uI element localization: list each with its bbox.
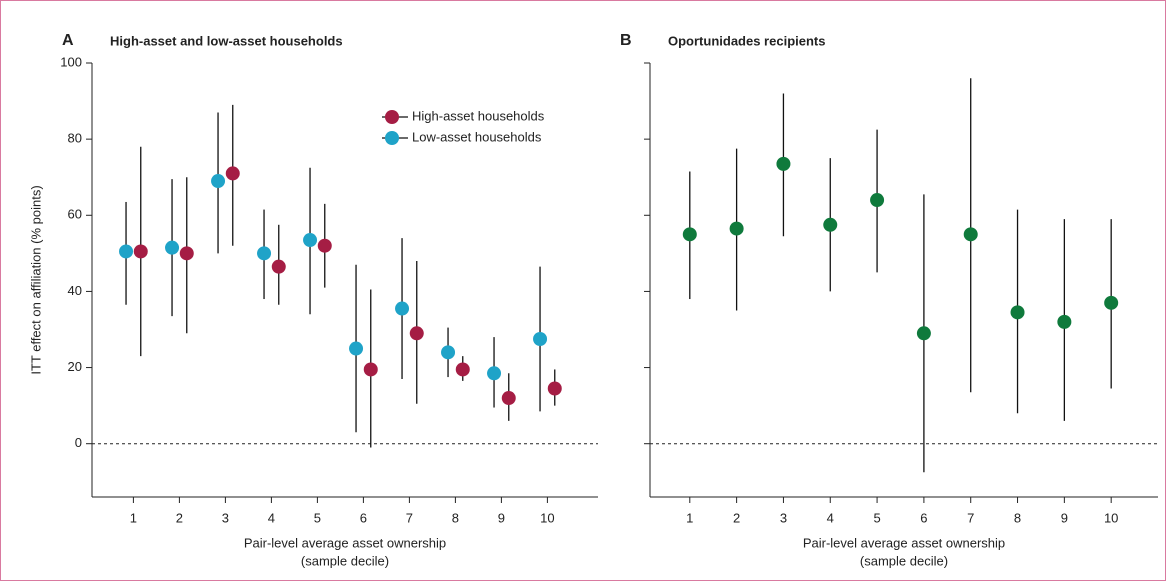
point	[487, 366, 502, 381]
point	[823, 217, 838, 232]
point	[211, 174, 226, 189]
x-tick-label: 1	[130, 510, 137, 525]
legend-label: High-asset households	[412, 108, 545, 123]
x-tick-label: 9	[498, 510, 505, 525]
x-tick-label: 10	[1104, 510, 1118, 525]
x-tick-label: 10	[540, 510, 554, 525]
point	[395, 301, 410, 316]
x-axis-label: (sample decile)	[301, 553, 389, 568]
x-tick-label: 7	[967, 510, 974, 525]
x-tick-label: 2	[176, 510, 183, 525]
point	[455, 362, 470, 377]
legend-marker	[385, 131, 399, 145]
y-tick-label: 60	[68, 207, 82, 222]
panel-label: B	[620, 32, 632, 49]
point	[179, 246, 194, 261]
x-tick-label: 4	[268, 510, 275, 525]
panel-label: A	[62, 32, 74, 49]
point	[1057, 314, 1072, 329]
x-tick-label: 7	[406, 510, 413, 525]
point	[916, 326, 931, 341]
x-tick-label: 5	[873, 510, 880, 525]
point	[271, 259, 286, 274]
point	[133, 244, 148, 259]
y-tick-label: 100	[60, 54, 82, 69]
point	[1104, 295, 1119, 310]
x-axis-label: (sample decile)	[860, 553, 948, 568]
y-tick-label: 20	[68, 359, 82, 374]
x-tick-label: 6	[360, 510, 367, 525]
point	[547, 381, 562, 396]
point	[441, 345, 456, 360]
point	[349, 341, 364, 356]
point	[870, 193, 885, 208]
point	[165, 240, 180, 255]
y-tick-label: 40	[68, 283, 82, 298]
x-tick-label: 9	[1061, 510, 1068, 525]
point	[729, 221, 744, 236]
point	[776, 156, 791, 171]
point	[257, 246, 272, 261]
y-axis-label: ITT effect on affiliation (% points)	[28, 185, 43, 374]
x-axis-label: Pair-level average asset ownership	[244, 535, 446, 550]
point	[119, 244, 134, 259]
y-tick-label: 80	[68, 131, 82, 146]
x-tick-label: 6	[920, 510, 927, 525]
y-tick-label: 0	[75, 435, 82, 450]
x-tick-label: 8	[452, 510, 459, 525]
point	[1010, 305, 1025, 320]
x-tick-label: 4	[827, 510, 834, 525]
point	[501, 391, 516, 406]
x-tick-label: 2	[733, 510, 740, 525]
point	[963, 227, 978, 242]
point	[682, 227, 697, 242]
x-tick-label: 8	[1014, 510, 1021, 525]
x-tick-label: 1	[686, 510, 693, 525]
point	[317, 238, 332, 253]
point	[409, 326, 424, 341]
panel-title: High-asset and low-asset households	[110, 33, 343, 48]
legend-marker	[385, 110, 399, 124]
x-tick-label: 3	[222, 510, 229, 525]
x-tick-label: 5	[314, 510, 321, 525]
point	[303, 233, 318, 248]
point	[533, 332, 548, 347]
point	[225, 166, 240, 181]
legend-label: Low-asset households	[412, 129, 542, 144]
x-tick-label: 3	[780, 510, 787, 525]
panel-title: Oportunidades recipients	[668, 33, 825, 48]
point	[363, 362, 378, 377]
x-axis-label: Pair-level average asset ownership	[803, 535, 1005, 550]
